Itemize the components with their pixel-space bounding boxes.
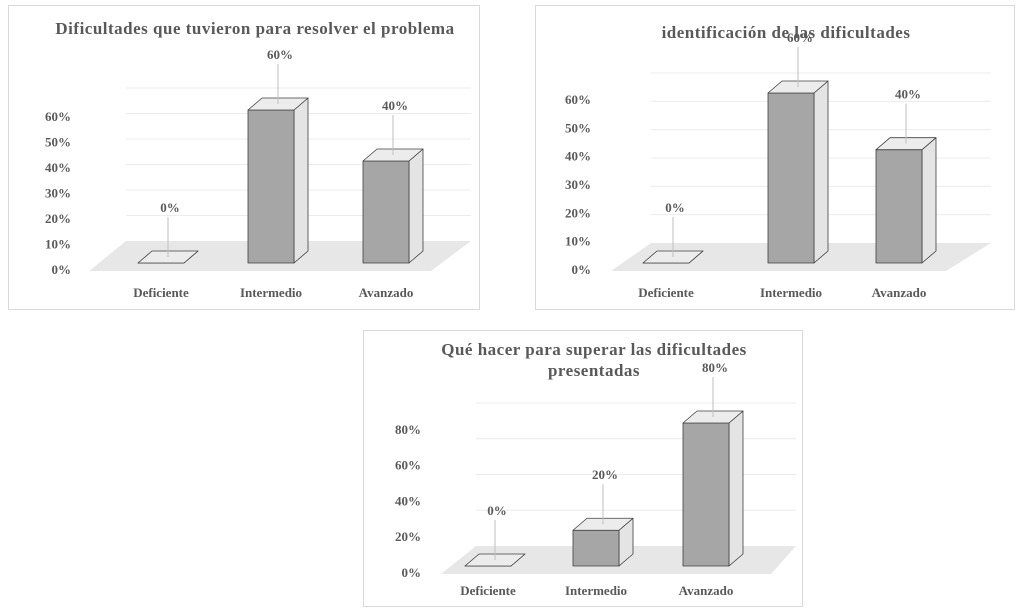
bar-front — [682, 422, 730, 567]
y-tick-label: 40% — [45, 160, 71, 175]
bar-front — [247, 109, 295, 264]
y-tick-label: 60% — [565, 92, 591, 107]
x-tick-label: Avanzado — [679, 583, 734, 598]
chart: 0% 10% 20% 30% 40% 50% 60% 0% Deficiente 60% Inter… — [45, 47, 471, 300]
y-tick-label: 80% — [395, 422, 421, 437]
y-tick-label: 40% — [565, 149, 591, 164]
bar — [572, 517, 634, 567]
x-tick-label: Intermedio — [240, 285, 302, 300]
chart-panel: 0% 10% 20% 30% 40% 50% 60% 0% Deficiente 60% Inter… — [535, 5, 1015, 310]
y-tick-label: 10% — [565, 234, 591, 249]
bar — [362, 148, 424, 264]
chart: 0% 20% 40% 60% 80% 0% Deficiente 20% Intermedio 8… — [395, 360, 796, 598]
x-tick-label: Intermedio — [760, 285, 822, 300]
y-tick-label: 0% — [572, 262, 592, 277]
x-tick-label: Avanzado — [359, 285, 414, 300]
y-tick-label: 20% — [395, 529, 421, 544]
data-label: 0% — [160, 200, 180, 215]
data-label: 20% — [592, 467, 618, 482]
y-tick-label: 10% — [45, 236, 71, 251]
data-label: 0% — [665, 200, 685, 215]
chart-title: Dificultades que tuvieron para resolver … — [55, 19, 455, 38]
bar-side — [293, 97, 309, 264]
y-tick-label: 40% — [395, 493, 421, 508]
data-label: 60% — [267, 47, 293, 62]
bar-front — [362, 160, 410, 264]
y-tick-label: 60% — [395, 458, 421, 473]
y-tick-label: 50% — [45, 134, 71, 149]
bar-side — [408, 148, 424, 264]
bar-front — [875, 149, 923, 264]
chart-panel: 0% 20% 40% 60% 80% 0% Deficiente 20% Intermedio 8… — [363, 330, 803, 607]
bar — [767, 80, 829, 264]
bar — [682, 410, 744, 567]
chart-title: identificación de las dificultades — [661, 23, 911, 42]
chart: 0% 10% 20% 30% 40% 50% 60% 0% Deficiente 60% Inter… — [565, 30, 991, 300]
chart-title: Qué hacer para superar las dificultades … — [441, 340, 747, 380]
x-tick-label: Deficiente — [460, 583, 516, 598]
data-label: 40% — [382, 98, 408, 113]
bar-side — [921, 137, 937, 264]
x-tick-label: Deficiente — [133, 285, 189, 300]
chart-panel: 0% 10% 20% 30% 40% 50% 60% 0% Deficiente 60% Inter… — [8, 5, 480, 310]
bar — [247, 97, 309, 264]
bar-front — [767, 92, 815, 264]
data-label: 80% — [702, 360, 728, 375]
data-label: 40% — [895, 87, 921, 102]
x-tick-label: Avanzado — [872, 285, 927, 300]
y-tick-label: 20% — [45, 211, 71, 226]
data-label: 60% — [787, 30, 813, 45]
y-tick-label: 30% — [45, 185, 71, 200]
bar — [875, 137, 937, 264]
bar-side — [728, 410, 744, 567]
y-tick-label: 0% — [52, 262, 72, 277]
bar-side — [813, 80, 829, 264]
x-tick-label: Intermedio — [565, 583, 627, 598]
y-tick-label: 0% — [402, 565, 422, 580]
y-tick-label: 20% — [565, 205, 591, 220]
y-tick-label: 60% — [45, 109, 71, 124]
y-tick-label: 50% — [565, 120, 591, 135]
bar-front — [572, 529, 620, 567]
data-label: 0% — [487, 503, 507, 518]
x-tick-label: Deficiente — [638, 285, 694, 300]
y-tick-label: 30% — [565, 177, 591, 192]
